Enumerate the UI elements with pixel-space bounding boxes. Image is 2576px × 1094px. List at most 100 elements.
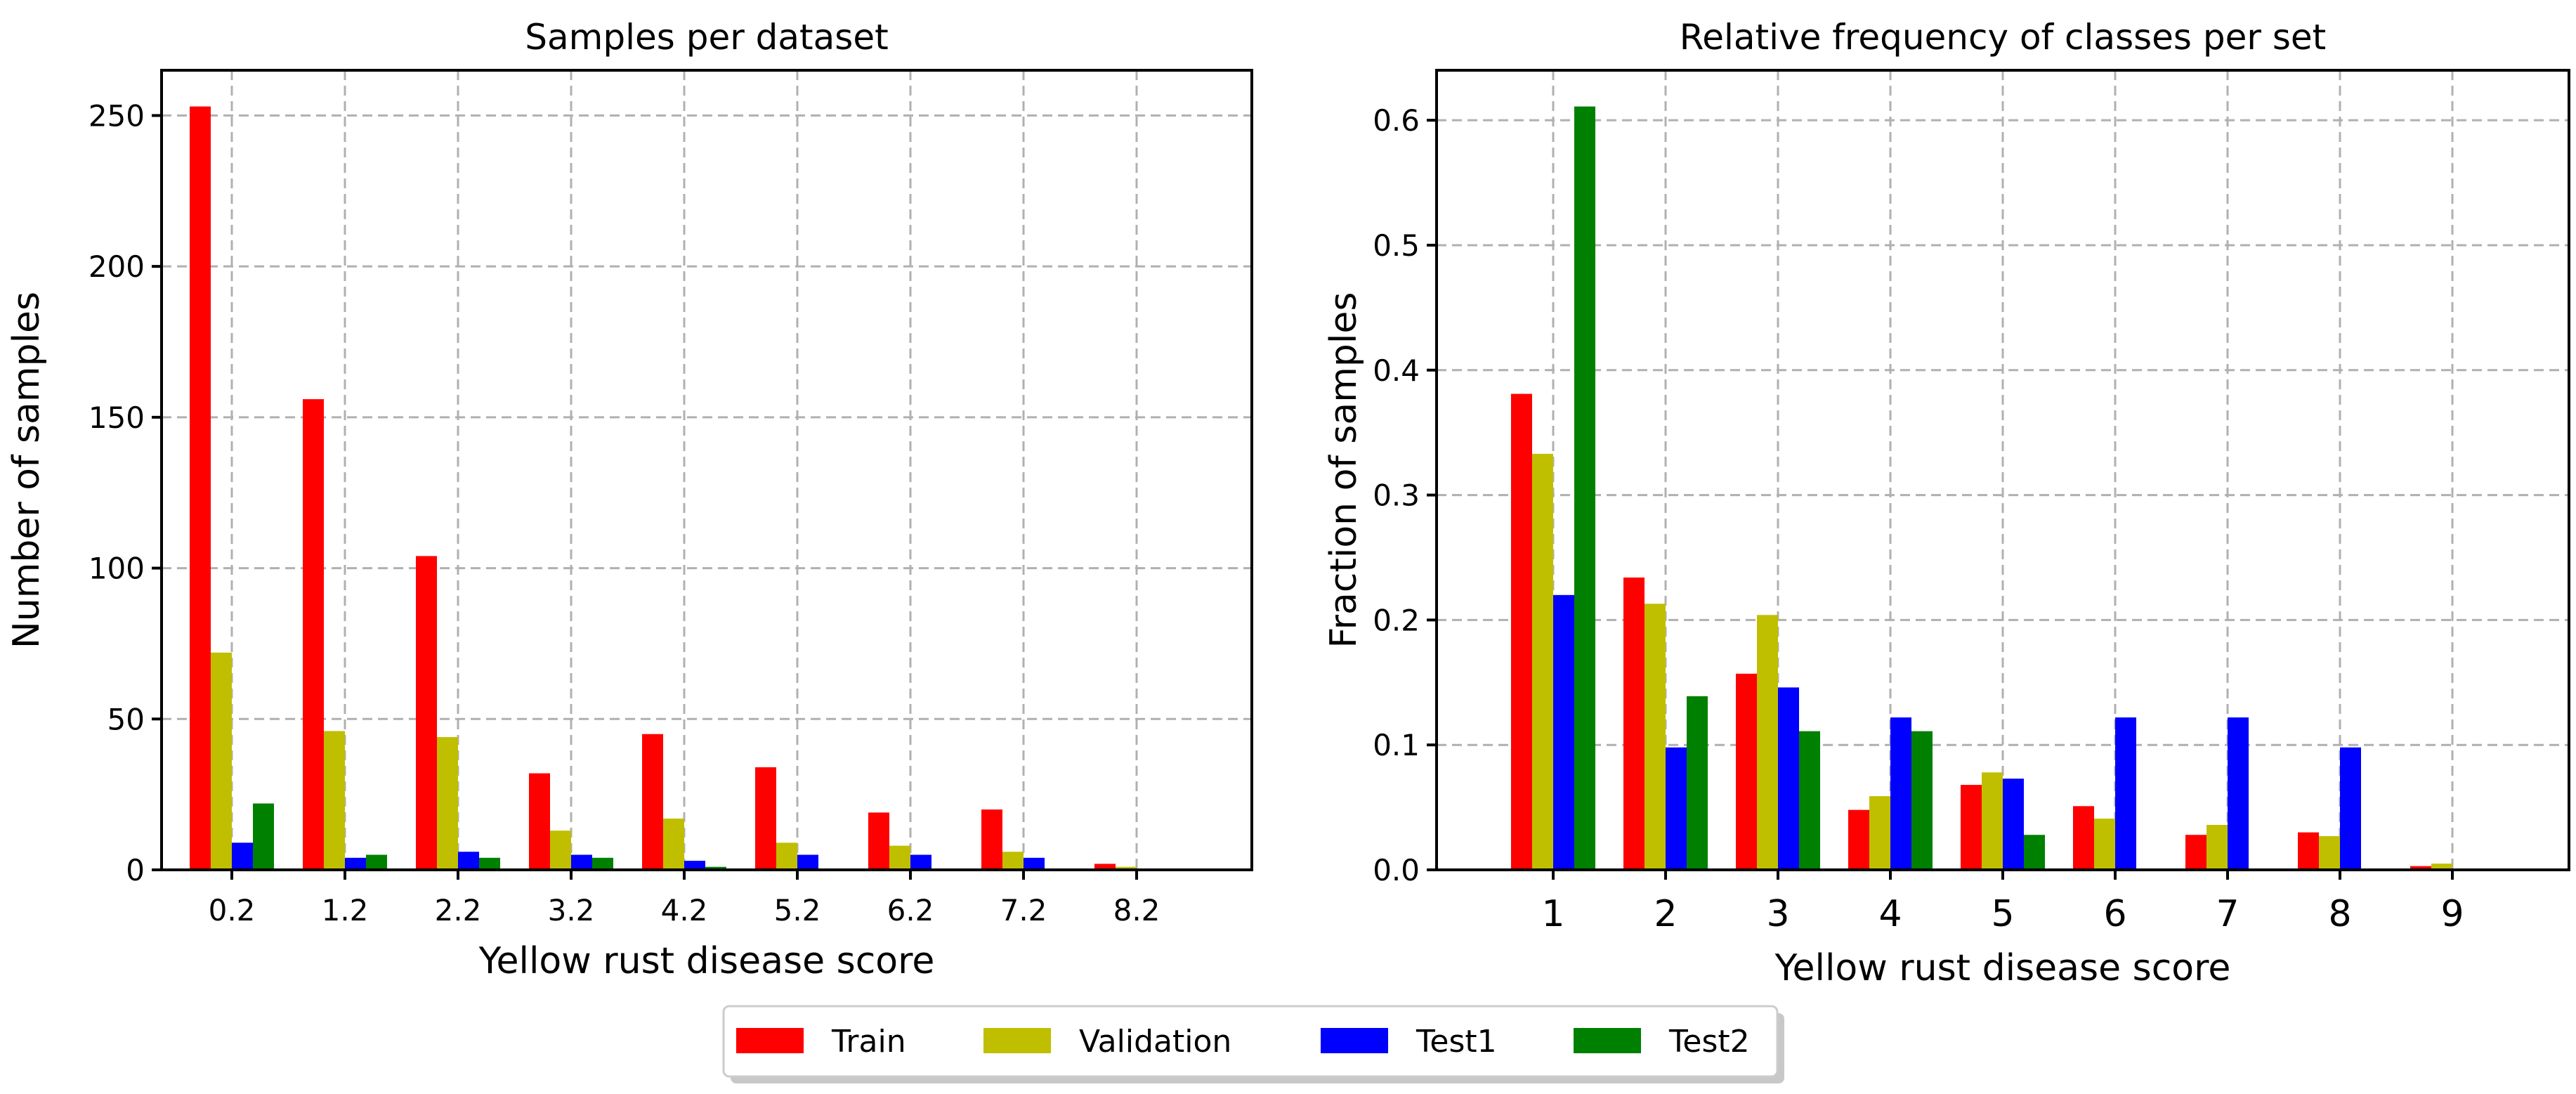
x-tick-label: 5.2 [774,893,821,927]
legend-label-test2: Test2 [1668,1024,1750,1060]
legend-swatch-validation [983,1028,1051,1053]
bar-test2-2 [1687,696,1708,870]
bar-train-7.2 [981,809,1002,870]
legend-box [722,1005,1779,1078]
bar-validation-0.2 [211,652,232,870]
x-tick-label: 3 [1766,893,1789,935]
legend-label-validation: Validation [1079,1024,1231,1060]
y-tick-label: 200 [89,249,145,284]
x-tick-label: 7.2 [1000,893,1047,927]
bar-train-4.2 [642,734,663,870]
x-tick-label: 6.2 [887,893,934,927]
bar-validation-4 [1869,796,1890,870]
bar-test1-7.2 [1024,857,1045,870]
chart-title: Samples per dataset [525,17,888,58]
bar-train-8 [2298,832,2319,870]
y-tick-label: 100 [89,552,145,586]
bar-test2-0.2 [253,803,274,870]
bar-test2-1.2 [366,854,387,870]
y-tick-label: 0.0 [1373,853,1420,887]
bar-validation-4.2 [663,818,684,870]
x-tick-label: 8 [2328,893,2351,935]
bar-train-6 [2073,806,2094,870]
y-tick-label: 0 [126,853,145,887]
chart-samples-per-dataset: 0 50 100 150 200 250 0.2 1.2 2.2 3.2 4.2 5.2 6.2 7.2 8… [6,17,1253,982]
bar-train-8.2 [1094,864,1116,870]
x-tick-label: 2.2 [435,893,482,927]
bar-train-0.2 [190,106,211,870]
bar-test2-4.2 [705,866,726,870]
bar-test1-2 [1666,747,1687,870]
legend: Train Validation Test1 Test2 [722,1005,1784,1083]
bar-train-3.2 [529,773,550,870]
bar-test1-2.2 [458,852,479,870]
x-tick-label: 1.2 [322,893,369,927]
bar-test2-1 [1574,106,1595,870]
y-axis-label: Number of samples [6,292,48,649]
bar-test2-2.2 [479,857,500,870]
bar-train-4 [1848,809,1869,870]
x-tick-label: 2 [1654,893,1677,935]
bar-validation-9 [2431,864,2452,870]
bar-validation-6 [2094,819,2115,870]
chart-title: Relative frequency of classes per set [1680,17,2326,58]
bar-test1-5 [2003,779,2024,870]
bar-train-6.2 [868,812,889,870]
bar-validation-7.2 [1002,852,1024,870]
bar-test1-3 [1778,687,1799,870]
bar-test1-7 [2228,717,2249,870]
x-tick-label: 3.2 [548,893,595,927]
x-tick-label: 5 [1991,893,2014,935]
bar-train-2.2 [416,556,437,870]
bar-test1-8 [2340,747,2361,870]
bar-test1-5.2 [797,854,818,870]
bar-test1-1 [1553,594,1574,870]
y-tick-label: 0.2 [1373,603,1420,637]
legend-swatch-test1 [1321,1028,1388,1053]
y-axis-label: Fraction of samples [1323,292,1365,649]
legend-swatch-test2 [1574,1028,1641,1053]
chart-relative-frequency: 0.0 0.1 0.2 0.3 0.4 0.5 0.6 1 2 3 4 5 6 7 8 9 Relative f… [1323,17,2570,989]
bar-test2-3.2 [592,857,613,870]
x-tick-label: 0.2 [209,893,256,927]
bar-validation-5 [1982,772,2003,870]
x-tick-label: 9 [2440,893,2464,935]
bar-test1-0.2 [232,842,253,870]
bar-validation-2 [1645,604,1666,870]
bar-validation-5.2 [776,842,797,870]
bar-validation-1 [1532,453,1553,870]
bar-validation-8 [2319,835,2340,870]
bar-train-3 [1736,673,1757,870]
bar-test1-4.2 [684,861,705,870]
bar-validation-6.2 [889,845,910,870]
bar-test1-3.2 [571,854,592,870]
x-tick-label: 4 [1878,893,1902,935]
y-tick-label: 50 [107,702,145,736]
bar-train-5 [1961,785,1982,870]
bar-train-2 [1623,577,1645,870]
bar-validation-3 [1757,615,1778,870]
bar-train-7 [2185,835,2206,870]
bar-train-5.2 [755,767,776,870]
axes-frame [1435,69,2570,871]
x-axis-label: Yellow rust disease score [1774,947,2231,989]
legend-label-test1: Test1 [1416,1024,1497,1060]
x-tick-label: 4.2 [661,893,708,927]
y-tick-label: 250 [89,98,145,133]
y-tick-label: 0.5 [1373,228,1420,263]
bar-validation-1.2 [324,731,345,870]
y-tick-label: 0.1 [1373,728,1420,762]
bar-test1-6 [2115,717,2136,870]
x-tick-label: 1 [1541,893,1564,935]
y-tick-label: 0.6 [1373,103,1420,138]
bar-test1-4 [1890,717,1911,870]
x-tick-label: 8.2 [1113,893,1160,927]
bar-test1-6.2 [910,854,931,870]
axes-frame [160,69,1253,871]
bar-validation-2.2 [437,737,458,870]
y-tick-label: 0.4 [1373,353,1420,388]
bar-validation-7 [2206,824,2228,870]
y-tick-label: 150 [89,401,145,435]
bar-test1-1.2 [345,857,366,870]
